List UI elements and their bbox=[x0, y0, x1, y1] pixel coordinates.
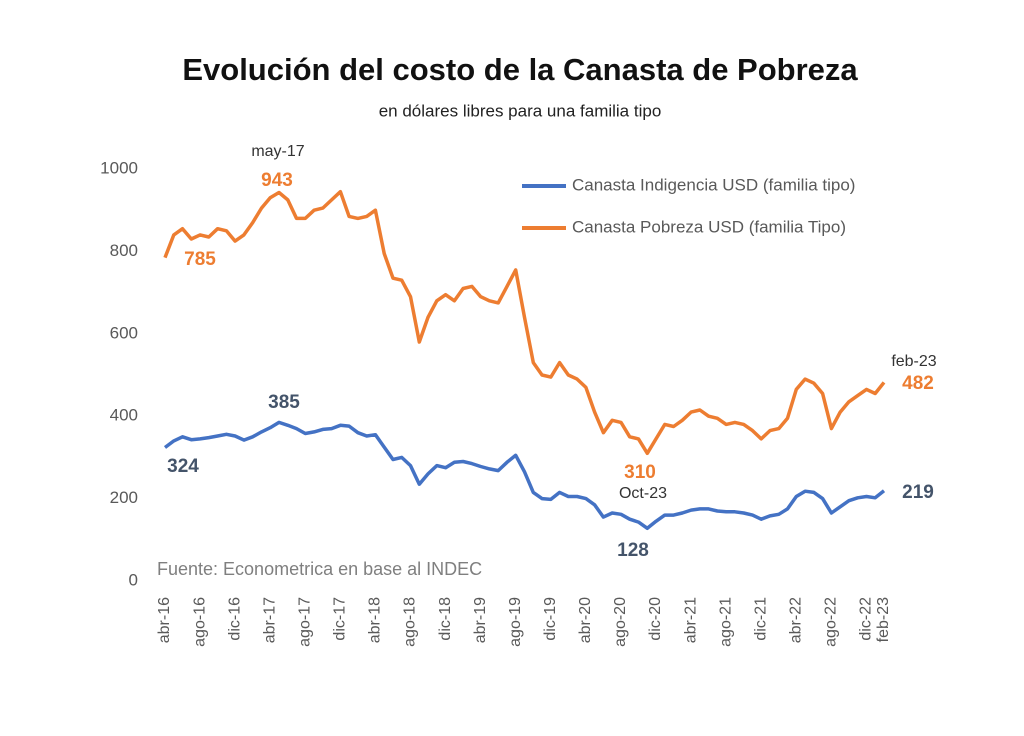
annotation: feb-23 bbox=[891, 353, 936, 370]
annotation: may-17 bbox=[251, 143, 304, 160]
x-tick-label: abr-17 bbox=[261, 597, 278, 643]
x-tick-label: ago-19 bbox=[507, 597, 524, 647]
x-tick-label: dic-21 bbox=[752, 597, 769, 641]
y-tick-label: 200 bbox=[110, 488, 138, 507]
series-line bbox=[163, 420, 886, 531]
annotation: Oct-23 bbox=[619, 485, 667, 502]
x-tick-label: dic-20 bbox=[647, 597, 664, 641]
annotation: 219 bbox=[902, 482, 934, 503]
x-tick-label: ago-20 bbox=[612, 597, 629, 647]
annotation: 385 bbox=[268, 392, 300, 413]
x-tick-label: dic-17 bbox=[332, 597, 349, 641]
annotation: 128 bbox=[617, 540, 649, 561]
x-tick-label: feb-23 bbox=[875, 597, 892, 642]
x-tick-label: abr-16 bbox=[156, 597, 173, 643]
annotation: 310 bbox=[624, 462, 656, 483]
chart-subtitle: en dólares libres para una familia tipo bbox=[379, 101, 662, 120]
series-line bbox=[163, 189, 886, 456]
y-tick-label: 600 bbox=[110, 323, 138, 342]
x-tick-label: dic-16 bbox=[226, 597, 243, 641]
legend-label: Canasta Pobreza USD (familia Tipo) bbox=[572, 217, 846, 236]
legend-label: Canasta Indigencia USD (familia tipo) bbox=[572, 175, 855, 194]
x-tick-label: dic-19 bbox=[542, 597, 559, 641]
chart-title: Evolución del costo de la Canasta de Pob… bbox=[182, 52, 858, 87]
x-tick-label: abr-21 bbox=[682, 597, 699, 643]
annotation: 943 bbox=[261, 170, 293, 191]
x-tick-label: abr-19 bbox=[472, 597, 489, 643]
x-tick-label: abr-18 bbox=[367, 597, 384, 643]
source-note: Fuente: Econometrica en base al INDEC bbox=[157, 559, 482, 579]
x-tick-label: ago-21 bbox=[717, 597, 734, 647]
x-tick-label: dic-18 bbox=[437, 597, 454, 641]
annotation: 482 bbox=[902, 373, 934, 394]
y-tick-label: 0 bbox=[129, 570, 138, 589]
y-tick-label: 400 bbox=[110, 406, 138, 425]
y-tick-label: 1000 bbox=[100, 158, 138, 177]
x-tick-label: ago-18 bbox=[402, 597, 419, 647]
x-tick-label: dic-22 bbox=[858, 597, 875, 641]
x-tick-label: ago-17 bbox=[297, 597, 314, 647]
annotation: 324 bbox=[167, 456, 199, 477]
annotation: 785 bbox=[184, 249, 216, 270]
x-tick-label: abr-22 bbox=[788, 597, 805, 643]
x-tick-label: ago-16 bbox=[191, 597, 208, 647]
x-tick-label: abr-20 bbox=[577, 597, 594, 643]
y-tick-label: 800 bbox=[110, 241, 138, 260]
x-tick-label: ago-22 bbox=[823, 597, 840, 647]
